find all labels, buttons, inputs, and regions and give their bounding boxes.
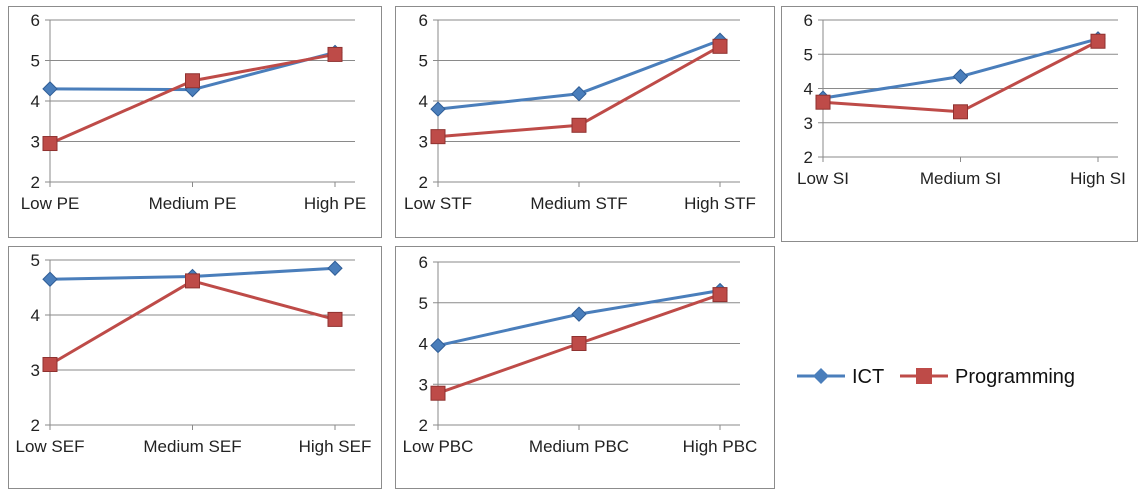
- legend: ICT Programming: [797, 366, 1075, 388]
- chart-panel-1: 2 3 4 5 6 Low PE Medium PE High PE: [8, 6, 382, 238]
- data-point-programming: [185, 73, 200, 89]
- x-tick-label: Medium STF: [530, 194, 627, 213]
- x-tick-label: Medium SI: [920, 169, 1001, 188]
- x-tick-label: Low SEF: [16, 437, 85, 456]
- y-tick-label: 2: [804, 148, 813, 167]
- y-tick-label: 6: [804, 11, 813, 30]
- data-point-programming: [953, 104, 968, 120]
- y-tick-label: 5: [419, 52, 428, 71]
- legend-marker-ict: [813, 368, 829, 384]
- y-tick-label: 4: [419, 335, 428, 354]
- data-point-programming: [712, 38, 728, 54]
- chart-panel-4: 2 3 4 5 Low SEF Medium SEF High SEF: [8, 246, 382, 489]
- y-tick-label: 5: [804, 45, 813, 64]
- x-tick-label: Low PE: [21, 194, 80, 213]
- data-point-ict: [42, 81, 58, 97]
- data-point-ict: [327, 260, 343, 276]
- y-tick-label: 2: [419, 416, 428, 435]
- x-tick-label: High PBC: [683, 437, 758, 456]
- chart-panel-2: 2 3 4 5 6 Low STF Medium STF High STF: [395, 6, 775, 238]
- chart-panel-5: 2 3 4 5 6 Low PBC Medium PBC High PBC: [395, 246, 775, 489]
- data-point-ict: [430, 337, 446, 354]
- data-point-programming: [185, 273, 200, 289]
- y-tick-label: 6: [419, 11, 428, 30]
- x-tick-label: Medium PBC: [529, 437, 629, 456]
- y-tick-label: 2: [419, 173, 428, 192]
- data-point-programming: [42, 136, 58, 152]
- x-tick-label: Medium SEF: [143, 437, 241, 456]
- y-tick-label: 5: [31, 251, 40, 270]
- y-tick-label: 3: [31, 361, 40, 380]
- y-tick-label: 6: [419, 253, 428, 272]
- y-tick-label: 4: [419, 92, 428, 111]
- x-tick-label: High STF: [684, 194, 756, 213]
- y-tick-label: 5: [31, 52, 40, 71]
- x-tick-label: Low PBC: [403, 437, 474, 456]
- data-point-programming: [571, 336, 587, 351]
- legend-label-programming: Programming: [955, 366, 1075, 388]
- data-point-ict: [42, 271, 58, 287]
- x-tick-label: High SI: [1070, 169, 1126, 188]
- x-tick-label: High PE: [304, 194, 366, 213]
- legend-label-ict: ICT: [852, 366, 884, 388]
- data-point-ict: [571, 86, 587, 102]
- y-tick-label: 3: [419, 375, 428, 394]
- x-tick-label: Low SI: [797, 169, 849, 188]
- chart-panel-3: 2 3 4 5 6 Low SI Medium SI High SI: [781, 6, 1138, 242]
- y-tick-label: 2: [31, 173, 40, 192]
- chart-frame: [395, 246, 775, 489]
- y-tick-label: 6: [31, 11, 40, 30]
- chart-frame: [8, 6, 382, 238]
- y-tick-label: 2: [31, 416, 40, 435]
- data-point-programming: [815, 94, 831, 110]
- data-point-programming: [1090, 33, 1106, 49]
- y-tick-label: 4: [31, 92, 40, 111]
- data-point-programming: [430, 385, 446, 401]
- data-point-ict: [952, 68, 969, 85]
- y-tick-label: 3: [31, 133, 40, 152]
- y-tick-label: 4: [31, 306, 40, 325]
- data-point-programming: [327, 311, 343, 327]
- data-point-programming: [430, 129, 446, 145]
- x-tick-label: High SEF: [299, 437, 372, 456]
- data-point-programming: [42, 357, 58, 372]
- data-point-programming: [327, 46, 343, 62]
- legend-marker-programming: [916, 368, 932, 384]
- data-point-ict: [571, 306, 587, 322]
- data-point-programming: [571, 117, 587, 133]
- data-point-programming: [712, 287, 728, 303]
- data-point-ict: [430, 101, 446, 117]
- y-tick-label: 3: [419, 133, 428, 152]
- x-tick-label: Low STF: [404, 194, 472, 213]
- y-tick-label: 5: [419, 294, 428, 313]
- y-tick-label: 4: [804, 80, 813, 99]
- x-tick-label: Medium PE: [149, 194, 237, 213]
- y-tick-label: 3: [804, 114, 813, 133]
